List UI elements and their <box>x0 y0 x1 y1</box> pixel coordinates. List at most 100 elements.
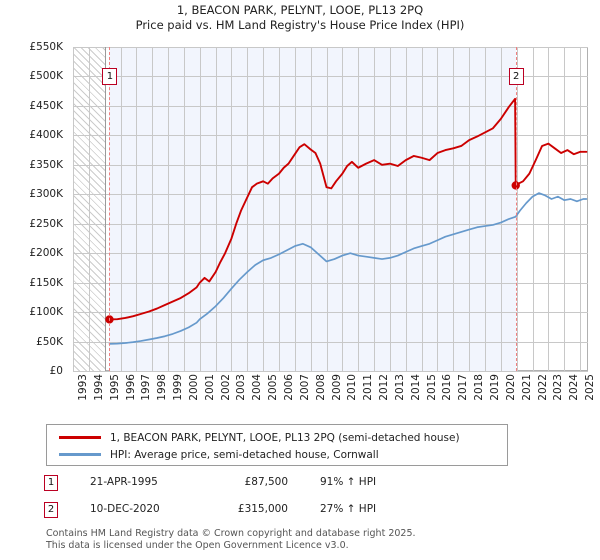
y-axis-tick-label: £0 <box>49 365 63 377</box>
y-axis-tick-label: £200K <box>29 247 63 260</box>
x-axis-tick-label: 2007 <box>298 374 311 401</box>
gridline-vertical <box>516 47 518 371</box>
gridline-vertical <box>263 47 265 371</box>
transaction-index-1: 1 <box>44 475 58 491</box>
gridline-horizontal <box>73 282 588 284</box>
gridline-vertical <box>548 47 550 371</box>
x-axis-tick-label: 2008 <box>314 374 327 401</box>
y-axis-tick-label: £500K <box>29 70 63 83</box>
table-row[interactable]: 1 21-APR-1995 £87,500 91% ↑ HPI <box>44 474 564 496</box>
x-axis-tick-label: 2024 <box>568 374 581 401</box>
y-axis-tick-label: £350K <box>29 158 63 171</box>
x-axis-tick-label: 2023 <box>552 374 565 401</box>
legend-swatch-price-paid <box>59 436 101 439</box>
y-axis-tick-label: £100K <box>29 306 63 319</box>
x-axis-tick-label: 2017 <box>457 374 470 401</box>
x-axis-tick-label: 1997 <box>140 374 153 401</box>
transaction-price-1: £87,500 <box>244 476 288 488</box>
transaction-date-1: 21-APR-1995 <box>90 476 158 488</box>
x-axis-tick-label: 1999 <box>172 374 185 401</box>
gridline-vertical <box>247 47 249 371</box>
x-axis-tick-label: 1994 <box>92 374 105 401</box>
gridline-vertical <box>389 47 391 371</box>
transaction-date-2: 10-DEC-2020 <box>90 503 160 515</box>
gridline-vertical <box>342 47 344 371</box>
legend-label-price-paid: 1, BEACON PARK, PELYNT, LOOE, PL13 2PQ (… <box>110 431 460 444</box>
y-axis-tick-label: £550K <box>29 41 63 53</box>
gridline-horizontal <box>73 105 588 107</box>
x-axis-tick-label: 2018 <box>473 374 486 401</box>
y-axis-tick-label: £400K <box>29 129 63 142</box>
gridline-vertical <box>136 47 138 371</box>
gridline-vertical <box>183 47 185 371</box>
gridline-vertical <box>405 47 407 371</box>
transaction-price-2: £315,000 <box>237 503 288 515</box>
x-axis-tick-label: 2025 <box>584 374 597 401</box>
gridline-vertical <box>469 47 471 371</box>
gridline-vertical <box>215 47 217 371</box>
gridline-horizontal <box>73 223 588 225</box>
gridline-vertical <box>152 47 154 371</box>
event-marker-flag[interactable]: 2 <box>508 68 524 85</box>
x-axis-tick-label: 2015 <box>425 374 438 401</box>
gridline-vertical <box>564 47 566 371</box>
hpi-line <box>108 192 588 345</box>
table-row[interactable]: 2 10-DEC-2020 £315,000 27% ↑ HPI <box>44 501 564 523</box>
x-axis-tick-label: 2013 <box>393 374 406 401</box>
price-paid-line <box>108 97 588 321</box>
event-dashed-line <box>109 47 111 371</box>
x-axis-tick-label: 1998 <box>156 374 169 401</box>
legend-item-price-paid: 1, BEACON PARK, PELYNT, LOOE, PL13 2PQ (… <box>53 429 501 446</box>
series-lines <box>105 97 588 345</box>
chart-legend: 1, BEACON PARK, PELYNT, LOOE, PL13 2PQ (… <box>46 424 508 466</box>
x-axis-tick-label: 2002 <box>219 374 232 401</box>
gridline-vertical <box>326 47 328 371</box>
gridline-vertical <box>453 47 455 371</box>
y-axis-tick-label: £250K <box>29 217 63 230</box>
x-axis-tick-label: 2000 <box>187 374 200 401</box>
x-axis-tick-label: 2005 <box>267 374 280 401</box>
x-axis-tick-label: 2009 <box>330 374 343 401</box>
gridline-vertical <box>88 47 90 371</box>
event-marker-flag[interactable]: 1 <box>102 68 118 85</box>
x-axis-tick-label: 2020 <box>504 374 517 401</box>
page-title: 1, BEACON PARK, PELYNT, LOOE, PL13 2PQ P… <box>0 3 600 33</box>
gridline-horizontal <box>73 371 588 372</box>
gridline-horizontal <box>73 194 588 196</box>
x-axis-tick-label: 2004 <box>251 374 264 401</box>
gridline-vertical <box>104 47 106 371</box>
x-axis-tick-label: 2006 <box>283 374 295 401</box>
title-line-2: Price paid vs. HM Land Registry's House … <box>135 18 465 32</box>
x-axis-tick-label: 2003 <box>235 374 248 401</box>
footer-line-1: Contains HM Land Registry data © Crown c… <box>46 528 416 539</box>
x-axis-tick-label: 2012 <box>378 374 391 401</box>
legend-label-hpi: HPI: Average price, semi-detached house,… <box>110 448 379 461</box>
gridline-vertical <box>231 47 233 371</box>
x-axis-tick-label: 2019 <box>489 374 501 401</box>
title-line-1: 1, BEACON PARK, PELYNT, LOOE, PL13 2PQ <box>176 3 424 17</box>
x-axis-tick-label: 2016 <box>441 374 454 401</box>
x-axis-labels: 1993 1994 1995 1996 1997 1998 1999 2000 2001 2002… <box>73 374 596 414</box>
gridline-vertical <box>437 47 439 371</box>
gridline-vertical <box>310 47 312 371</box>
gridline-horizontal <box>73 164 588 166</box>
x-axis-tick-label: 1993 <box>77 374 89 401</box>
footer-attribution: Contains HM Land Registry data © Crown c… <box>46 528 586 551</box>
x-axis-tick-label: 2022 <box>536 374 549 401</box>
gridline-vertical <box>532 47 534 371</box>
gridline-horizontal <box>73 76 588 78</box>
x-axis-tick-label: 1996 <box>124 374 137 401</box>
y-axis-tick-label: £150K <box>29 276 63 289</box>
gridline-horizontal <box>73 312 588 314</box>
gridline-vertical <box>120 47 122 371</box>
x-axis-tick-label: 2021 <box>520 374 533 401</box>
y-axis-tick-label: £450K <box>29 99 63 112</box>
gridline-vertical <box>421 47 423 371</box>
y-axis-tick-label: £50K <box>36 335 63 348</box>
x-axis-tick-label: 2014 <box>409 374 422 401</box>
event-dashed-line <box>515 47 517 371</box>
x-axis-tick-label: 2010 <box>346 374 359 401</box>
gridline-vertical <box>500 47 502 371</box>
gridline-vertical <box>294 47 296 371</box>
transaction-hpi-1: 91% ↑ HPI <box>320 476 377 488</box>
